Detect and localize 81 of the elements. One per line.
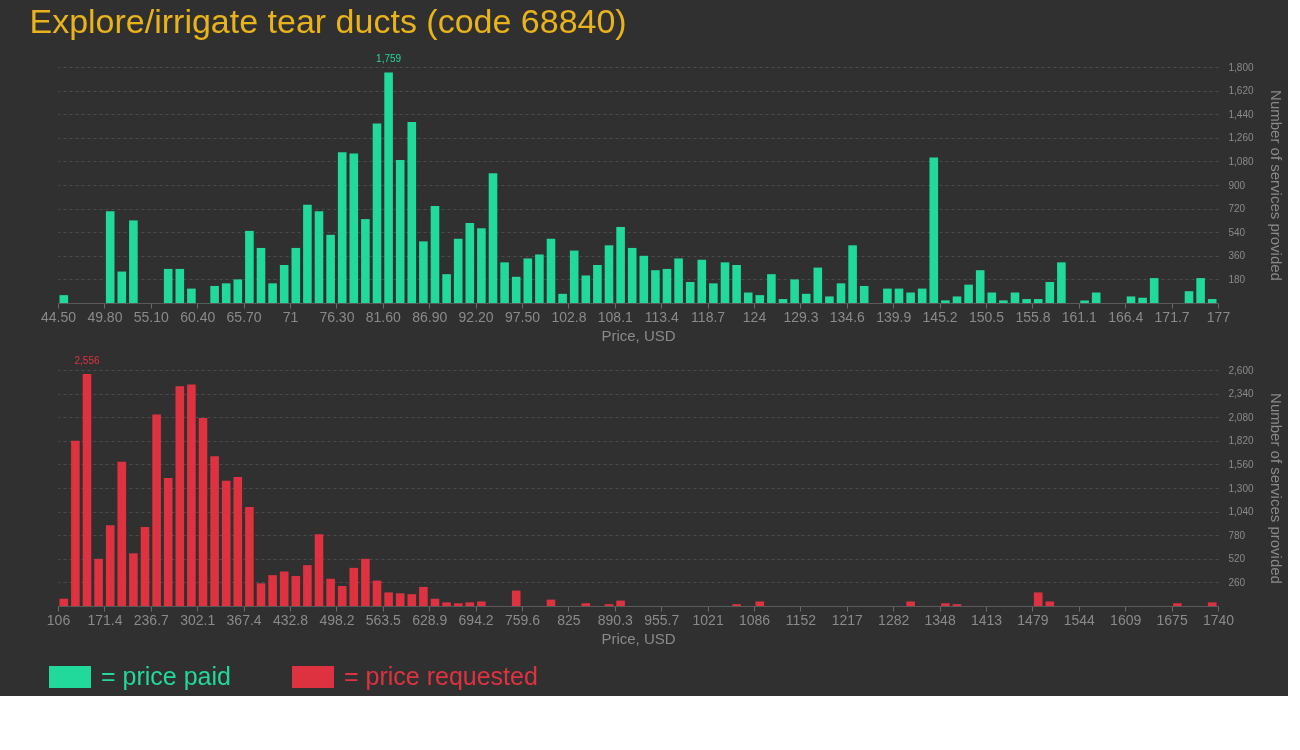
y-tick-label: 900 xyxy=(1228,179,1246,191)
x-tick-label: 759.6 xyxy=(504,611,541,628)
data-label: 2,556 xyxy=(74,354,100,366)
y-tick-label: 360 xyxy=(1228,250,1246,262)
x-tick-label: 825 xyxy=(557,611,581,628)
x-tick-label: 1348 xyxy=(924,611,956,628)
x-tick-label: 60.40 xyxy=(180,308,216,325)
x-tick-label: 92.20 xyxy=(458,308,494,325)
legend-label: = price requested xyxy=(344,662,538,690)
y-tick-label: 520 xyxy=(1228,553,1246,565)
y-tick-label: 1,440 xyxy=(1228,108,1254,120)
x-tick-label: 76.30 xyxy=(319,308,355,325)
y-tick-label: 1,800 xyxy=(1228,61,1254,73)
x-tick-label: 102.8 xyxy=(551,308,587,325)
x-tick-label: 108.1 xyxy=(597,308,634,325)
x-tick-label: 155.8 xyxy=(1015,308,1051,325)
x-tick-label: 81.60 xyxy=(365,308,402,325)
x-tick-label: 498.2 xyxy=(319,611,355,628)
x-tick-label: 71 xyxy=(282,308,299,325)
y-tick-label: 1,080 xyxy=(1228,155,1254,167)
y-tick-label: 1,300 xyxy=(1228,482,1254,494)
y-tick-label: 1,260 xyxy=(1228,132,1254,144)
y-tick-label: 2,600 xyxy=(1228,364,1254,376)
x-tick-label: 1021 xyxy=(692,611,724,628)
y-tick-label: 1,040 xyxy=(1228,506,1254,518)
y-tick-label: 540 xyxy=(1228,226,1246,238)
x-tick-label: 177 xyxy=(1206,308,1231,325)
x-tick-label: 367.4 xyxy=(226,611,262,628)
x-tick-label: 118.7 xyxy=(691,308,726,325)
y-tick-label: 780 xyxy=(1228,529,1246,541)
x-tick-label: 166.4 xyxy=(1108,308,1144,325)
y-tick-label: 1,820 xyxy=(1228,435,1254,447)
x-tick-label: 55.10 xyxy=(133,308,170,325)
chart-title: Explore/irrigate tear ducts (code 68840) xyxy=(29,2,627,41)
x-tick-label: 139.9 xyxy=(876,308,912,325)
y-tick-label: 720 xyxy=(1228,203,1246,215)
x-tick-label: 97.50 xyxy=(504,308,541,325)
y-tick-label: 1,560 xyxy=(1228,458,1254,470)
x-tick-label: 113.4 xyxy=(644,308,679,325)
x-tick-label: 171.4 xyxy=(87,611,123,628)
x-axis-title: Price, USD xyxy=(601,629,676,647)
y-axis-title: Number of services provided xyxy=(1267,393,1285,584)
y-tick-label: 2,340 xyxy=(1228,388,1254,400)
x-tick-label: 563.5 xyxy=(365,611,402,628)
x-tick-label: 1282 xyxy=(878,611,910,628)
x-tick-label: 236.7 xyxy=(133,611,170,628)
x-tick-label: 65.70 xyxy=(226,308,262,325)
x-tick-label: 890.3 xyxy=(597,611,634,628)
y-tick-label: 2,080 xyxy=(1228,411,1254,423)
data-label: 1,759 xyxy=(376,53,402,65)
x-tick-label: 86.90 xyxy=(412,308,448,325)
x-tick-label: 1609 xyxy=(1110,611,1142,628)
x-tick-label: 1740 xyxy=(1202,611,1235,628)
x-tick-label: 134.6 xyxy=(829,308,866,325)
y-tick-label: 180 xyxy=(1228,273,1246,285)
x-tick-label: 129.3 xyxy=(783,308,819,325)
x-tick-label: 1217 xyxy=(831,611,864,628)
x-axis-title: Price, USD xyxy=(601,326,676,344)
x-tick-label: 106 xyxy=(46,611,71,628)
x-tick-label: 955.7 xyxy=(644,611,680,628)
x-tick-label: 145.2 xyxy=(922,308,958,325)
x-tick-label: 628.9 xyxy=(412,611,448,628)
x-tick-label: 694.2 xyxy=(458,611,494,628)
x-tick-label: 171.7 xyxy=(1154,308,1190,325)
y-tick-label: 260 xyxy=(1228,576,1246,588)
x-tick-label: 1675 xyxy=(1156,611,1188,628)
legend-label: = price paid xyxy=(101,662,231,690)
x-tick-label: 1413 xyxy=(970,611,1003,628)
x-tick-label: 1152 xyxy=(785,611,817,628)
x-tick-label: 49.80 xyxy=(87,308,123,325)
x-tick-label: 1544 xyxy=(1063,611,1096,628)
x-tick-label: 44.50 xyxy=(40,308,77,325)
x-tick-label: 124 xyxy=(742,308,767,325)
x-tick-label: 150.5 xyxy=(968,308,1005,325)
x-tick-label: 432.8 xyxy=(272,611,309,628)
y-tick-label: 1,620 xyxy=(1228,85,1254,97)
x-tick-label: 1086 xyxy=(738,611,771,628)
y-axis-title: Number of services provided xyxy=(1267,90,1285,281)
x-tick-label: 161.1 xyxy=(1061,308,1098,325)
x-tick-label: 302.1 xyxy=(180,611,216,628)
x-tick-label: 1479 xyxy=(1017,611,1049,628)
